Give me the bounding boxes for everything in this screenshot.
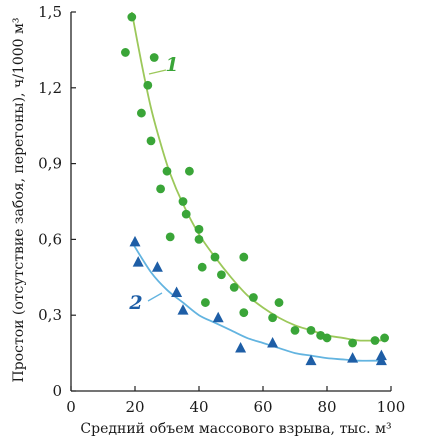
data-point-series-1 bbox=[201, 298, 210, 307]
data-point-series-1 bbox=[322, 333, 332, 343]
data-point-series-1 bbox=[210, 252, 220, 262]
data-point-series-1 bbox=[306, 325, 316, 335]
data-point-series-1 bbox=[268, 313, 277, 323]
x-tick-label: 100 bbox=[377, 398, 406, 416]
data-point-series-1 bbox=[194, 224, 204, 234]
y-axis-label: Простои (отсутствие забоя, перегоны), ч/… bbox=[11, 18, 27, 383]
data-point-series-2 bbox=[212, 311, 224, 323]
data-point-series-2 bbox=[375, 354, 387, 366]
data-point-series-1 bbox=[239, 252, 249, 262]
data-point-series-1 bbox=[146, 136, 156, 146]
data-point-series-2 bbox=[129, 235, 141, 247]
data-point-series-2 bbox=[132, 256, 144, 267]
data-point-series-2 bbox=[347, 352, 359, 363]
data-point-series-1 bbox=[194, 235, 204, 244]
data-point-series-1 bbox=[121, 48, 130, 57]
data-point-series-1 bbox=[137, 108, 146, 118]
data-point-series-1 bbox=[239, 308, 249, 318]
series-tag-layer: 12 bbox=[128, 54, 178, 314]
axes-layer: 0 20 40 60 80 100 0 0,3 0,6 0,9 1,2 1,5 bbox=[38, 3, 405, 416]
y-tick-label: 0,9 bbox=[38, 155, 62, 173]
data-point-series-2 bbox=[177, 304, 189, 315]
data-point-series-1 bbox=[370, 336, 380, 345]
y-tick-label: 0 bbox=[52, 382, 62, 400]
x-tick-label: 0 bbox=[66, 398, 76, 416]
series-tag-leader-1 bbox=[148, 69, 167, 75]
data-point-series-1 bbox=[249, 293, 258, 302]
y-tick-label: 1,2 bbox=[38, 79, 62, 97]
data-point-series-1 bbox=[274, 298, 284, 307]
series-tag-2: 2 bbox=[128, 292, 142, 314]
data-point-series-1 bbox=[149, 53, 159, 62]
data-point-series-2 bbox=[235, 342, 247, 353]
x-tick-label: 60 bbox=[253, 398, 272, 416]
x-axis-label: Средний объем массового взрыва, тыс. м³ bbox=[80, 421, 391, 437]
y-tick-label: 0,3 bbox=[38, 306, 62, 324]
data-point-series-1 bbox=[290, 325, 300, 335]
point-layer bbox=[121, 12, 389, 366]
data-point-series-2 bbox=[151, 261, 163, 272]
data-point-series-1 bbox=[181, 209, 191, 219]
data-point-series-1 bbox=[165, 232, 175, 242]
y-tick-label: 1,5 bbox=[38, 3, 62, 21]
data-point-series-1 bbox=[185, 166, 194, 176]
series-tag-leader-2 bbox=[147, 292, 163, 302]
x-tick-label: 20 bbox=[125, 398, 144, 416]
data-point-series-1 bbox=[380, 333, 389, 343]
trend-curve-series-2 bbox=[131, 241, 382, 362]
data-point-series-1 bbox=[197, 262, 207, 272]
data-point-series-2 bbox=[171, 286, 183, 297]
series-tag-1: 1 bbox=[165, 54, 178, 76]
x-tick-label: 80 bbox=[317, 398, 336, 416]
data-point-series-1 bbox=[229, 283, 239, 292]
data-point-series-1 bbox=[156, 184, 166, 194]
data-point-series-1 bbox=[162, 166, 172, 176]
data-point-series-1 bbox=[348, 338, 357, 348]
data-point-series-2 bbox=[305, 354, 317, 366]
data-point-series-1 bbox=[178, 197, 188, 206]
data-point-series-1 bbox=[127, 12, 137, 22]
data-point-series-1 bbox=[217, 270, 226, 280]
data-point-series-2 bbox=[267, 336, 279, 348]
x-tick-label: 40 bbox=[189, 398, 208, 416]
data-point-series-1 bbox=[143, 80, 153, 90]
y-tick-label: 0,6 bbox=[38, 230, 62, 248]
